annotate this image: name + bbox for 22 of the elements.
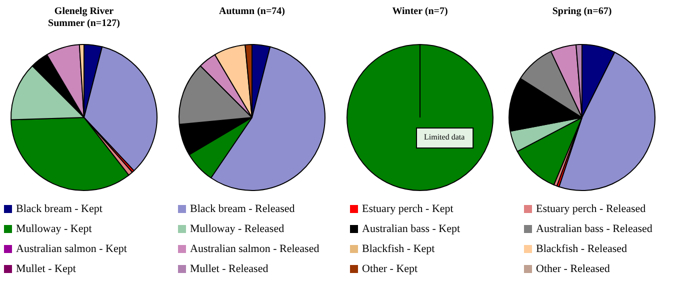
text: Limited data xyxy=(424,132,466,142)
legend-label: Other - Kept xyxy=(362,263,418,275)
legend-label: Blackfish - Released xyxy=(536,243,628,255)
slice-label: Autumn (n=74) xyxy=(218,6,286,17)
legend-label: Australian bass - Kept xyxy=(362,223,460,235)
legend-label: Mullet - Kept xyxy=(16,263,76,275)
legend-label: Other - Released xyxy=(536,263,610,275)
chart-title: Glenelg River xyxy=(53,6,115,17)
legend-label: Estuary perch - Released xyxy=(536,203,646,215)
legend-label: Blackfish - Kept xyxy=(362,243,435,255)
legend-label: Black bream - Released xyxy=(190,203,295,215)
legend-label: Estuary perch - Kept xyxy=(362,203,454,215)
legend-label: Mulloway - Released xyxy=(190,223,284,235)
legend-label: Mulloway - Kept xyxy=(16,223,92,235)
slice-label: Spring (n=67) xyxy=(551,6,613,17)
legend-label: Black bream - Kept xyxy=(16,203,102,215)
legend-label: Australian salmon - Kept xyxy=(16,243,127,255)
legend-label: Australian salmon - Released xyxy=(190,243,320,255)
slice-label: Summer (n=127) xyxy=(47,18,121,29)
legend-label: Mullet - Released xyxy=(190,263,268,275)
slice-label: Winter (n=7) xyxy=(391,6,449,17)
legend-label: Australian bass - Released xyxy=(536,223,652,235)
